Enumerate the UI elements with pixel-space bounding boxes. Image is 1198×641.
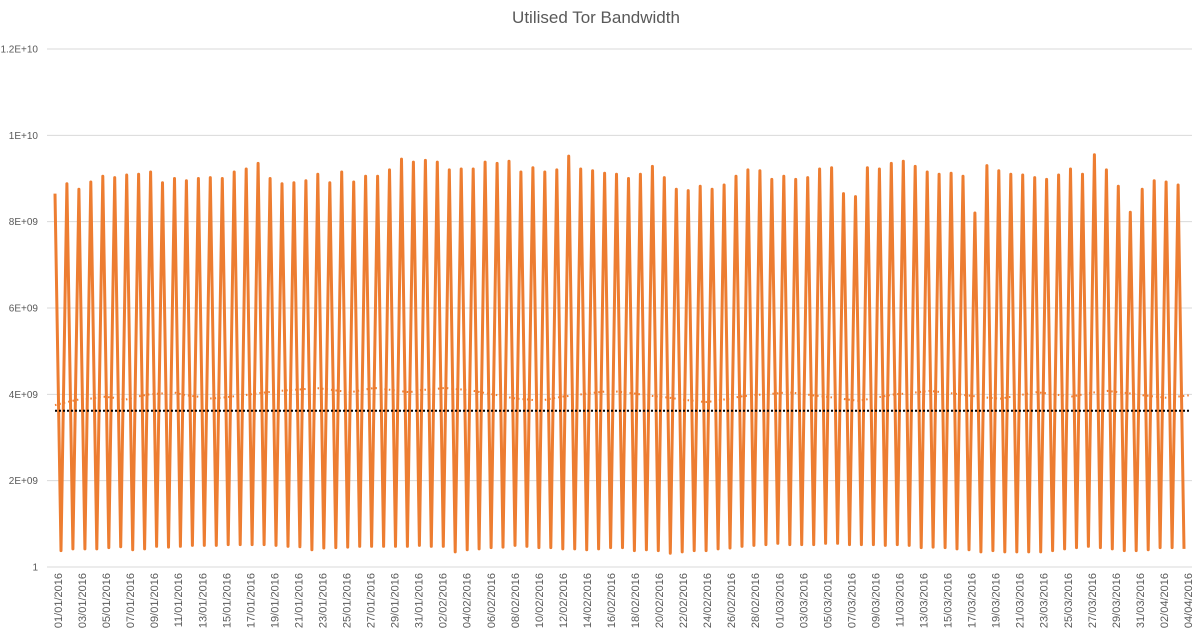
x-tick-label: 11/01/2016 — [173, 573, 185, 627]
y-tick-label: 2E+09 — [9, 476, 39, 487]
x-tick-label: 15/01/2016 — [221, 573, 233, 628]
x-tick-label: 03/03/2016 — [798, 573, 810, 628]
x-tick-label: 09/01/2016 — [149, 573, 161, 628]
x-tick-label: 07/03/2016 — [846, 573, 858, 628]
x-tick-label: 14/02/2016 — [582, 573, 594, 628]
x-tick-label: 13/01/2016 — [197, 573, 209, 628]
x-tick-label: 25/03/2016 — [1063, 573, 1075, 628]
x-tick-label: 23/03/2016 — [1039, 573, 1051, 628]
chart-title: Utilised Tor Bandwidth — [512, 8, 680, 27]
x-tick-label: 31/01/2016 — [414, 573, 426, 628]
y-tick-label: 1.2E+10 — [0, 45, 38, 56]
x-tick-label: 09/03/2016 — [870, 573, 882, 628]
y-tick-label: 4E+09 — [9, 390, 39, 401]
y-tick-label: 8E+09 — [9, 217, 39, 228]
x-tick-label: 02/04/2016 — [1159, 573, 1171, 628]
x-tick-label: 22/02/2016 — [678, 573, 690, 628]
x-tick-label: 07/01/2016 — [125, 573, 137, 628]
x-tick-label: 17/01/2016 — [245, 573, 257, 628]
x-tick-label: 06/02/2016 — [486, 573, 498, 628]
x-tick-label: 24/02/2016 — [702, 573, 714, 628]
y-tick-label: 6E+09 — [9, 304, 39, 315]
y-tick-label: 1 — [32, 563, 38, 574]
x-tick-label: 27/01/2016 — [366, 573, 378, 628]
x-tick-label: 29/01/2016 — [390, 573, 402, 628]
x-tick-label: 10/02/2016 — [534, 573, 546, 628]
x-tick-label: 11/03/2016 — [894, 573, 906, 627]
x-tick-label: 16/02/2016 — [606, 573, 618, 628]
x-tick-label: 19/01/2016 — [269, 573, 281, 628]
x-tick-label: 19/03/2016 — [991, 573, 1003, 628]
x-tick-label: 25/01/2016 — [342, 573, 354, 628]
x-tick-label: 23/01/2016 — [317, 573, 329, 628]
x-tick-label: 01/03/2016 — [774, 573, 786, 628]
series-line-moving-average — [54, 386, 1191, 407]
x-tick-label: 15/03/2016 — [943, 573, 955, 628]
x-tick-label: 21/01/2016 — [293, 573, 305, 628]
x-tick-label: 05/03/2016 — [822, 573, 834, 628]
x-tick-label: 02/02/2016 — [438, 573, 450, 628]
series-layer — [53, 153, 1191, 555]
x-axis-tick-labels: 01/01/2016 03/01/2016 05/01/2016 07/01/2016… — [53, 573, 1195, 628]
x-tick-label: 27/03/2016 — [1087, 573, 1099, 628]
x-tick-label: 26/02/2016 — [726, 573, 738, 628]
x-tick-label: 29/03/2016 — [1111, 573, 1123, 628]
x-tick-label: 03/01/2016 — [77, 573, 89, 628]
x-tick-label: 31/03/2016 — [1135, 573, 1147, 628]
x-tick-label: 01/01/2016 — [53, 573, 65, 628]
x-tick-label: 28/02/2016 — [750, 573, 762, 628]
x-tick-label: 04/04/2016 — [1183, 573, 1195, 628]
x-tick-label: 05/01/2016 — [101, 573, 113, 628]
x-tick-label: 20/02/2016 — [654, 573, 666, 628]
x-tick-label: 12/02/2016 — [558, 573, 570, 628]
series-line-bandwidth — [53, 153, 1186, 555]
x-tick-label: 21/03/2016 — [1015, 573, 1027, 628]
y-tick-label: 1E+10 — [9, 131, 39, 142]
y-axis-tick-labels: 1 2E+09 4E+09 6E+09 8E+09 1E+10 1.2E+10 — [0, 45, 38, 574]
x-tick-label: 08/02/2016 — [510, 573, 522, 628]
x-tick-label: 13/03/2016 — [919, 573, 931, 628]
x-tick-label: 18/02/2016 — [630, 573, 642, 628]
x-tick-label: 04/02/2016 — [462, 573, 474, 628]
x-tick-label: 17/03/2016 — [967, 573, 979, 628]
